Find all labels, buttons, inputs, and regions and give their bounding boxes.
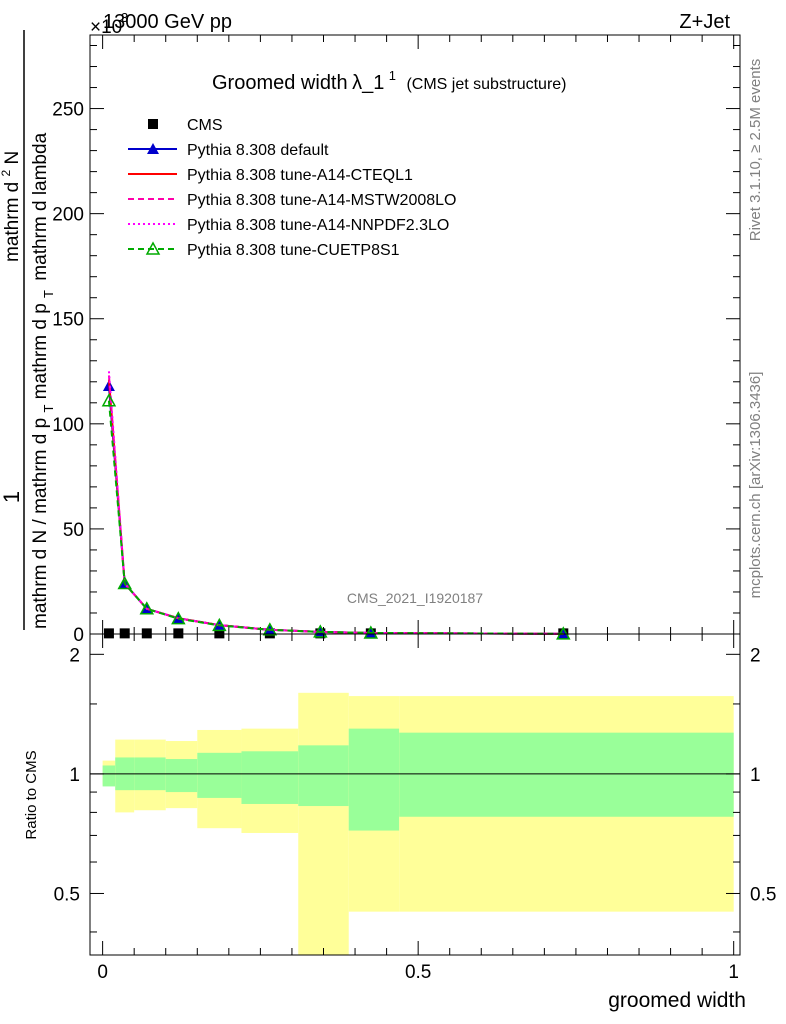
- inner-uncertainty-band: [102, 765, 116, 787]
- watermark: CMS_2021_I1920187: [347, 590, 483, 606]
- ylabel-denominator: mathrm d N / mathrm d p T mathrm d p T m…: [30, 132, 58, 629]
- ratio-y-tick-label: 2: [69, 645, 80, 666]
- data-point: [141, 628, 152, 639]
- source-label: mcplots.cern.ch [arXiv:1306.3436]: [747, 372, 764, 599]
- data-point: [171, 611, 186, 625]
- legend-label: Pythia 8.308 tune-A14-NNPDF2.3LO: [187, 217, 449, 234]
- ylabel-den-text: mathrm d N / mathrm d p: [30, 418, 51, 629]
- legend-marker: [147, 143, 159, 154]
- ratio-plot-frame: [89, 633, 741, 956]
- ylabel-num-4: mathrm d lambda: [30, 132, 51, 280]
- data-point: [556, 626, 571, 640]
- x-axis-label: groomed width: [608, 989, 746, 1012]
- ylabel-numerator: mathrm d 2 N: [0, 151, 23, 262]
- ratio-y-tick-label-right: 2: [750, 645, 761, 666]
- legend-marker: [148, 119, 158, 129]
- data-point: [173, 628, 184, 639]
- data-point: [212, 617, 227, 632]
- data-point: [119, 628, 130, 639]
- data-point: [139, 601, 155, 615]
- ylabel-one: 1: [0, 491, 24, 503]
- header-exponent-power: 3: [121, 10, 128, 25]
- legend: CMS Pythia 8.308 default Pythia 8.308 tune…: [128, 117, 456, 259]
- ylabel-num-sub: T: [41, 290, 56, 298]
- main-ylabel: 1 mathrm d N / mathrm d p T mathrm d p T…: [0, 30, 58, 630]
- main-axis-ticks: 0 50 100 150 200 250: [52, 35, 740, 646]
- series-line: [107, 379, 564, 635]
- main-series-layer: [101, 371, 571, 640]
- y-tick-label: 250: [52, 100, 84, 121]
- legend-label: Pythia 8.308 default: [187, 142, 329, 159]
- ratio-y-tick-label: 0.5: [54, 884, 80, 905]
- data-point: [214, 628, 225, 639]
- legend-label: CMS: [187, 117, 223, 134]
- legend-marker: [145, 241, 161, 255]
- data-point: [101, 393, 117, 407]
- rivet-label: Rivet 3.1.10, ≥ 2.5M events: [747, 59, 764, 242]
- inner-uncertainty-band: [165, 759, 198, 793]
- inner-uncertainty-band: [399, 732, 734, 817]
- inner-uncertainty-band: [348, 728, 400, 831]
- data-point: [363, 625, 379, 639]
- ylabel-num-1: mathrm d p: [30, 303, 51, 399]
- legend-label: Pythia 8.308 tune-A14-CTEQL1: [187, 167, 413, 184]
- data-point: [103, 628, 114, 639]
- chart-title: Groomed width λ_1 1 (CMS jet substructur…: [212, 67, 567, 94]
- outer-uncertainty-band: [298, 692, 349, 955]
- title-lambda: λ_1: [352, 72, 384, 94]
- series-line: [107, 375, 564, 635]
- inner-uncertainty-band: [298, 745, 349, 807]
- title-sup: 1: [389, 68, 396, 83]
- x-tick-label: 0: [97, 962, 108, 983]
- legend-label: Pythia 8.308 tune-A14-MSTW2008LO: [187, 192, 456, 209]
- ratio-y-tick-label-right: 1: [750, 765, 761, 786]
- data-point: [313, 624, 328, 638]
- x-tick-label: 0.5: [405, 962, 431, 983]
- data-point: [117, 575, 132, 590]
- ratio-y-tick-label: 1: [69, 765, 80, 786]
- title-note: (CMS jet substructure): [406, 76, 566, 93]
- legend-label: Pythia 8.308 tune-CUETP8S1: [187, 242, 400, 259]
- y-tick-label: 200: [52, 205, 84, 226]
- ylabel-num-n: N: [2, 151, 23, 165]
- series-line: [107, 385, 564, 635]
- y-tick-label: 50: [63, 520, 84, 541]
- inner-uncertainty-band: [241, 751, 299, 804]
- series-line: [107, 371, 564, 635]
- y-tick-label: 0: [73, 625, 84, 646]
- inner-uncertainty-band: [197, 752, 242, 798]
- data-point: [262, 622, 278, 636]
- header-process: Z+Jet: [679, 11, 730, 33]
- y-tick-label: 150: [52, 310, 84, 331]
- ratio-ylabel: Ratio to CMS: [23, 750, 40, 839]
- header-energy: 13000 GeV pp: [103, 11, 232, 33]
- x-tick-label: 1: [728, 962, 739, 983]
- ylabel-den-sub: T: [41, 405, 56, 413]
- ylabel-num-sup: 2: [0, 169, 13, 176]
- series-line: [107, 400, 564, 635]
- y-tick-label: 100: [52, 415, 84, 436]
- ratio-bands: [102, 692, 734, 955]
- ylabel-num-d: mathrm d: [2, 182, 23, 262]
- title-main: Groomed width: [212, 72, 348, 94]
- ratio-y-tick-label-right: 0.5: [750, 884, 776, 905]
- header-exponent: ×10: [90, 17, 122, 38]
